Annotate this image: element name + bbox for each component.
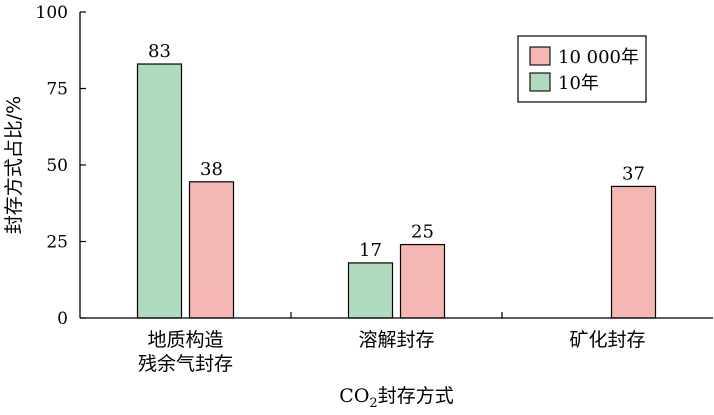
bar <box>399 243 446 319</box>
x-category-label: 地质构造 <box>147 329 223 351</box>
bar-data-label: 25 <box>411 222 434 243</box>
x-category-label: 残余气封存 <box>138 353 233 375</box>
x-axis-title: CO2封存方式 <box>339 385 453 411</box>
x-category-label: 矿化封存 <box>569 329 645 351</box>
y-tick-label: 25 <box>46 233 68 253</box>
legend-swatch <box>529 72 551 92</box>
bar <box>188 181 235 319</box>
bar <box>347 262 394 319</box>
legend: 10 000年 10年 <box>517 35 647 103</box>
y-tick-label: 50 <box>46 156 68 176</box>
legend-label: 10 000年 <box>558 47 639 68</box>
bar-data-label: 37 <box>622 163 645 184</box>
y-tick-label: 100 <box>36 3 68 23</box>
axes-group: 0 25 50 75 100 <box>36 3 713 329</box>
bar <box>610 185 657 319</box>
legend-label: 10年 <box>558 73 599 94</box>
bar-data-label: 38 <box>200 159 223 180</box>
bar-data-label: 17 <box>359 240 382 261</box>
bar <box>136 63 183 319</box>
y-tick-label: 0 <box>57 309 68 329</box>
legend-swatch <box>529 46 551 66</box>
y-tick-label: 75 <box>46 80 68 100</box>
y-axis-title: 封存方式占比/% <box>3 96 25 234</box>
bar-data-label: 83 <box>148 41 171 62</box>
x-category-label: 溶解封存 <box>358 329 434 351</box>
bars-group <box>136 63 657 319</box>
